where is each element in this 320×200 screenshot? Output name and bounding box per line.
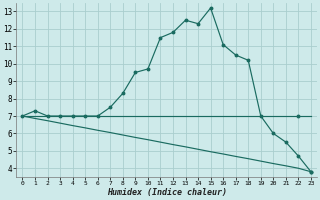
X-axis label: Humidex (Indice chaleur): Humidex (Indice chaleur) [107, 188, 227, 197]
